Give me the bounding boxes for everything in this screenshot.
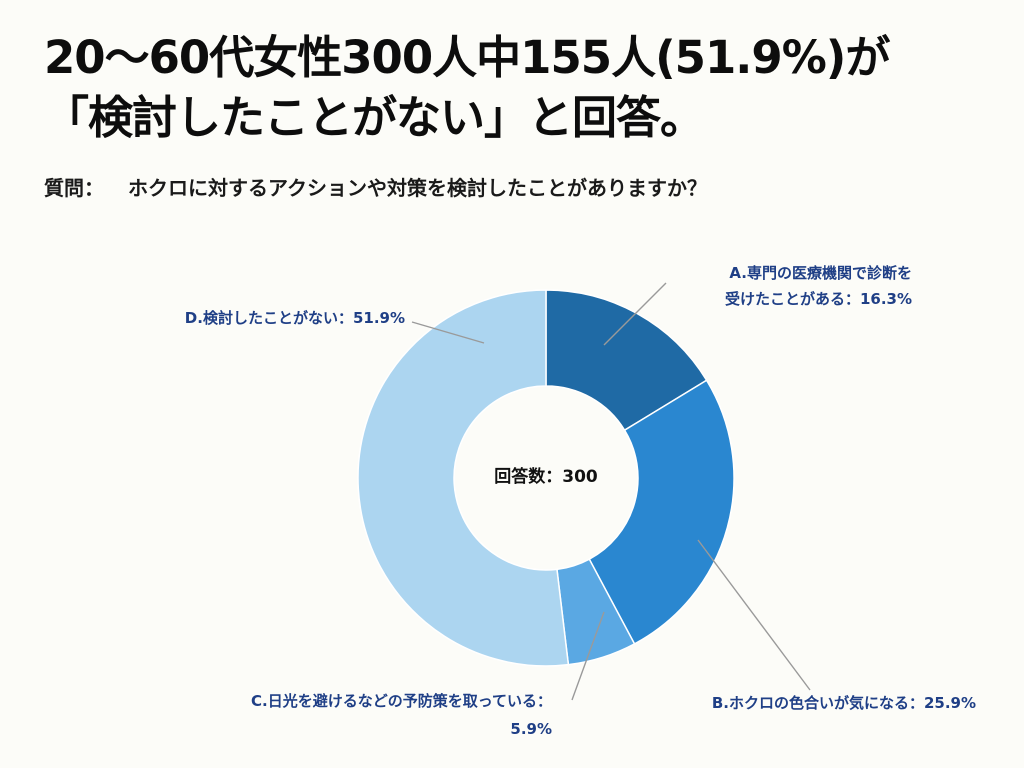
leader-line-c [571,611,605,701]
headline-line-1: 20〜60代女性300人中155人(51.9%)が [44,31,890,84]
segment-label-a-line-2: 受けたことがある：16.3% [725,290,912,308]
segment-label-b: B.ホクロの色合いが気になる：25.9% [712,694,976,712]
segment-label-d-line-1: D.検討したことがない：51.9% [185,309,405,327]
leader-line-d [411,321,485,344]
segment-label-a-line-1: A.専門の医療機関で診断を [729,264,912,282]
segment-label-c-line-1: C.日光を避けるなどの予防策を取っている： [251,692,552,710]
donut-segment-b [588,379,735,645]
segment-label-a: A.専門の医療機関で診断を受けたことがある：16.3% [725,264,912,308]
leader-line-a [603,282,667,346]
segment-label-b-line-1: B.ホクロの色合いが気になる：25.9% [712,694,976,712]
donut-segment-a [545,289,708,432]
survey-question: 質問： ホクロに対するアクションや対策を検討したことがありますか？ [44,172,707,201]
question-text: ホクロに対するアクションや対策を検討したことがありますか？ [128,176,707,200]
center-label: 回答数：300 [494,466,598,487]
segment-label-c: C.日光を避けるなどの予防策を取っている： 5.9% [251,692,552,738]
segment-label-c-line-2: 5.9% [510,720,552,738]
headline: 20〜60代女性300人中155人(51.9%)が 「検討したことがない」と回答… [44,28,1004,148]
leader-line-b [697,539,811,691]
headline-line-2: 「検討したことがない」と回答。 [44,91,705,144]
chart-segments [357,289,735,667]
donut-segment-d [357,289,570,667]
chart-leader-lines [411,282,811,701]
question-prefix: 質問： [44,176,104,200]
segment-label-d: D.検討したことがない：51.9% [185,309,405,327]
chart-labels: A.専門の医療機関で診断を受けたことがある：16.3% B.ホクロの色合いが気にな… [185,264,976,738]
